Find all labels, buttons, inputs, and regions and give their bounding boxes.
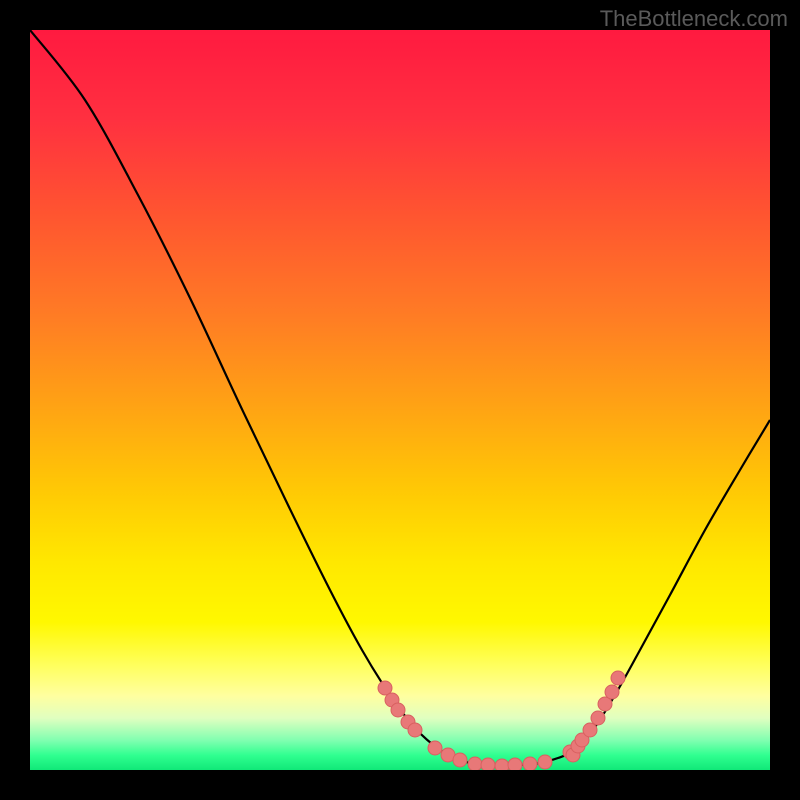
curve-marker [468, 757, 482, 770]
curve-marker [428, 741, 442, 755]
curve-marker [495, 759, 509, 770]
curve-markers [378, 671, 625, 770]
curve-marker [591, 711, 605, 725]
curve-marker [508, 758, 522, 770]
curve-marker [408, 723, 422, 737]
curve-marker [523, 757, 537, 770]
curve-marker [538, 755, 552, 769]
curve-marker [481, 758, 495, 770]
curve-marker [391, 703, 405, 717]
plot-area [30, 30, 770, 770]
curve-marker [605, 685, 619, 699]
watermark-text: TheBottleneck.com [600, 6, 788, 32]
curve-layer [30, 30, 770, 770]
curve-marker [583, 723, 597, 737]
bottleneck-curve [30, 30, 770, 766]
curve-marker [611, 671, 625, 685]
curve-marker [453, 753, 467, 767]
